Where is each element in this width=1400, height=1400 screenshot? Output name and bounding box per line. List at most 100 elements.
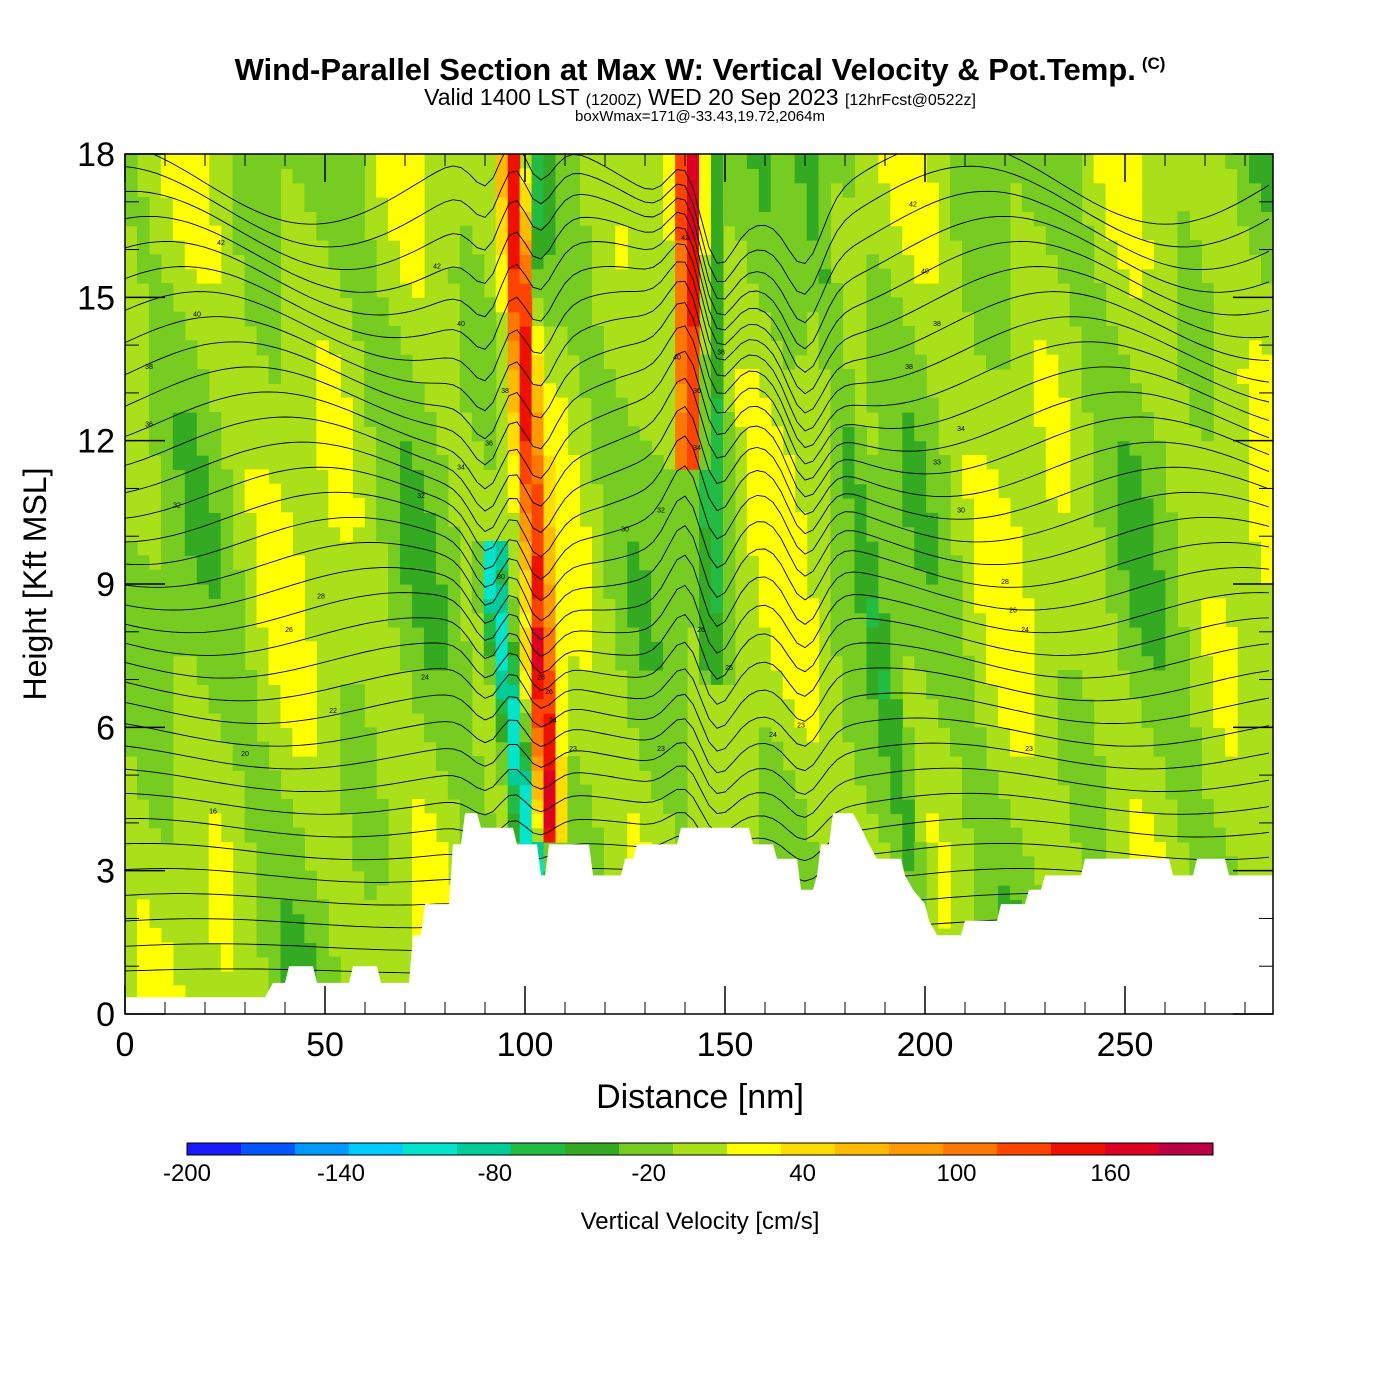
field-cell [651,698,664,714]
field-cell [352,326,365,341]
field-cell [340,512,353,528]
field-cell [160,569,174,585]
field-cell [172,598,186,614]
contour-label: 24 [421,675,429,682]
field-cell [196,154,210,169]
field-cell [1153,741,1166,757]
field-cell [256,483,270,499]
field-cell [890,326,903,341]
field-cell [412,856,425,872]
field-cell [531,713,545,728]
field-cell [184,354,198,370]
field-cell [388,512,401,528]
field-cell [806,154,820,169]
field-cell [292,856,305,872]
field-cell [950,727,963,743]
field-cell [758,197,772,212]
field-cell [1189,813,1202,829]
contour-label: 38 [501,388,509,395]
contour-label: 34 [957,426,965,433]
field-cell [627,598,640,614]
field-cell [435,842,449,857]
field-cell [974,598,987,614]
field-cell [806,842,820,857]
field-cell [423,813,437,829]
field-cell [136,598,150,614]
field-cell [926,498,939,513]
field-cell [746,240,760,255]
field-cell [794,182,808,198]
field-cell [292,168,305,184]
field-cell [1201,369,1214,384]
field-cell [1033,182,1047,198]
field-cell [136,225,150,241]
field-cell [770,483,784,499]
field-cell [938,655,951,671]
field-cell [663,670,676,685]
field-cell [172,225,186,241]
field-cell [651,555,664,571]
field-cell [890,469,903,485]
field-cell [962,469,975,485]
field-cell [938,670,951,685]
field-cell [208,885,222,900]
field-cell [866,612,879,628]
field-cell [507,354,521,370]
field-cell [256,541,270,556]
field-cell [830,598,844,614]
field-cell [400,397,413,413]
field-cell [1153,555,1166,571]
field-cell [268,154,282,169]
field-cell [412,584,425,599]
field-cell [1261,555,1273,571]
field-cell [1165,612,1178,628]
field-cell [710,541,724,556]
field-cell [507,670,521,685]
field-cell [1177,813,1190,829]
field-cell [734,383,748,399]
field-cell [914,842,927,857]
field-cell [890,383,903,399]
field-cell [997,827,1011,843]
field-cell [950,655,963,671]
field-cell [1057,240,1071,255]
field-cell [531,283,545,298]
field-cell [519,340,533,356]
field-cell [340,526,353,542]
contour-label: 42 [217,240,225,247]
field-cell [1081,225,1095,241]
field-cell [280,627,294,642]
field-cell [1081,784,1095,800]
field-cell [1045,383,1059,399]
field-cell [722,655,736,671]
field-cell [1033,168,1047,184]
field-cell [471,340,485,356]
field-cell [531,770,545,786]
field-cell [782,168,796,184]
field-cell [364,842,377,857]
field-cell [184,383,198,399]
field-cell [1093,469,1107,485]
field-cell [148,784,162,800]
field-cell [591,842,604,857]
field-cell [244,827,258,843]
field-cell [890,684,903,700]
field-cell [663,641,676,657]
field-cell [519,369,533,384]
field-cell [866,268,879,284]
field-cell [364,799,377,814]
field-cell [997,268,1011,284]
field-cell [842,483,856,499]
field-cell [1201,799,1214,814]
field-cell [208,670,222,685]
field-cell [950,684,963,700]
field-cell [256,268,270,284]
field-cell [878,498,891,513]
field-cell [567,240,581,255]
field-cell [1165,598,1178,614]
field-cell [699,369,712,384]
field-cell [986,225,999,241]
field-cell [806,684,820,700]
colorbar-tick-label: 40 [789,1160,816,1187]
field-cell [1165,670,1178,685]
